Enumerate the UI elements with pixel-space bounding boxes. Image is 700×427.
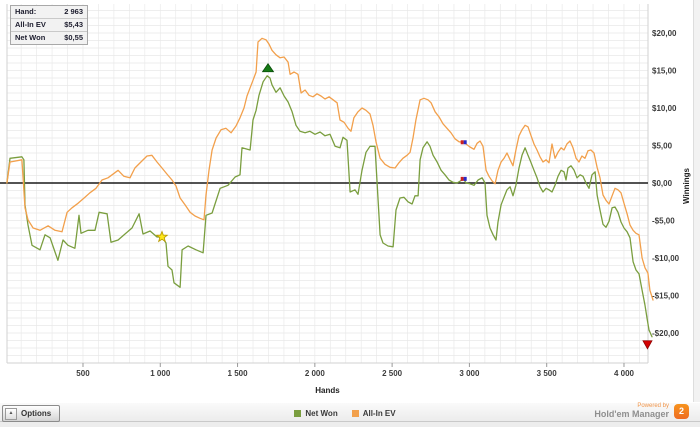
x-tick-label: 2 500 [382, 369, 403, 378]
powered-by-label: Powered by [637, 403, 669, 409]
y-tick-label: -$10,00 [652, 254, 680, 263]
info-row-hand: Hand: 2 963 [11, 6, 87, 19]
allin-ev-swatch [351, 410, 359, 417]
legend-label-net-won: Net Won [305, 409, 338, 418]
info-value-net-won: $0,55 [64, 33, 83, 42]
chart-legend: Net Won All-In EV [0, 409, 690, 418]
powered-by-brand: Powered by Hold'em Manager 2 [594, 403, 689, 419]
x-tick-label: 3 000 [459, 369, 480, 378]
brand-text: Powered by Hold'em Manager [594, 403, 669, 419]
selected-hand-net-marker [463, 176, 467, 181]
legend-label-allin-ev: All-In EV [362, 409, 396, 418]
brand-name: Hold'em Manager [594, 408, 669, 419]
y-tick-label: -$15,00 [652, 292, 680, 301]
x-axis-title: Hands [315, 386, 340, 395]
x-tick-label: 4 000 [614, 369, 635, 378]
window-bottom-strip [0, 422, 700, 427]
y-tick-label: $5,00 [652, 142, 673, 151]
net-won-line [6, 75, 653, 338]
y-axis-title: Winnings [682, 167, 691, 203]
info-label-net-won: Net Won [15, 33, 46, 42]
x-tick-label: 500 [76, 369, 90, 378]
winnings-graph[interactable]: 500 1 000 1 500 2 000 2 500 3 000 3 500 4 000 $2… [0, 0, 700, 403]
star-marker [155, 230, 169, 243]
window-bottom-edge [0, 421, 700, 422]
options-button-label: Options [21, 409, 52, 418]
x-tick-label: 3 500 [537, 369, 558, 378]
y-tick-label: $0,00 [652, 179, 673, 188]
all-in-ev-line [6, 37, 654, 301]
info-row-allin-ev: All-In EV $5,43 [11, 19, 87, 32]
x-tick-label: 1 000 [150, 369, 171, 378]
info-row-net-won: Net Won $0,55 [11, 32, 87, 44]
selected-hand-ev-marker [463, 140, 467, 145]
net-won-swatch [294, 410, 302, 417]
y-tick-label: -$20,00 [652, 329, 680, 338]
legend-item-allin-ev[interactable]: All-In EV [351, 409, 396, 418]
x-tick-label: 2 000 [305, 369, 326, 378]
info-value-allin-ev: $5,43 [64, 20, 83, 29]
y-tick-label: $15,00 [652, 67, 677, 76]
collapse-arrow-icon: ▲ [5, 407, 17, 420]
end-marker [642, 340, 653, 350]
y-tick-label: $20,00 [652, 29, 677, 38]
info-label-hand: Hand: [15, 7, 37, 16]
selected-hand-ev-marker [460, 140, 464, 145]
selected-hand-net-marker [460, 176, 464, 181]
options-button[interactable]: ▲ Options [2, 405, 61, 422]
hand-info-box: Hand: 2 963 All-In EV $5,43 Net Won $0,5… [10, 5, 88, 45]
info-label-allin-ev: All-In EV [15, 20, 46, 29]
holdem-manager-logo-icon: 2 [674, 403, 689, 419]
x-tick-label: 1 500 [228, 369, 249, 378]
legend-item-net-won[interactable]: Net Won [294, 409, 338, 418]
peak-marker [261, 63, 275, 73]
right-panel-edge [693, 0, 700, 402]
y-tick-label: -$5,00 [652, 217, 675, 226]
y-tick-label: $10,00 [652, 104, 677, 113]
info-value-hand: 2 963 [64, 7, 83, 16]
